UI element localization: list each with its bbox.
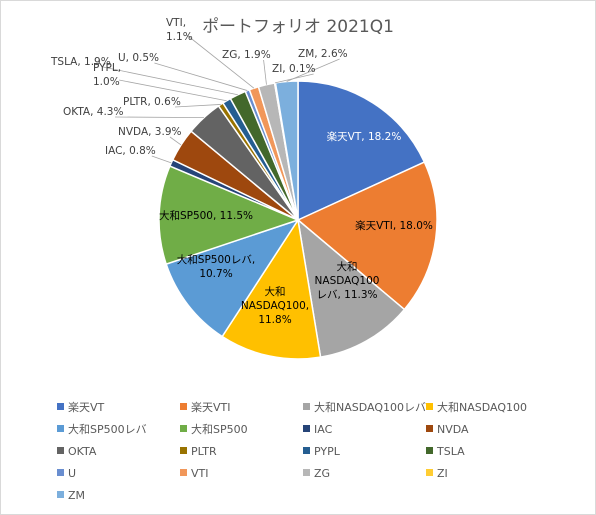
legend-label: 楽天VTI bbox=[191, 401, 231, 414]
legend-item: PYPL bbox=[303, 445, 340, 459]
data-label: TSLA, 1.9% bbox=[50, 56, 111, 68]
legend-item: 大和SP500レバ bbox=[57, 423, 147, 437]
legend-swatch bbox=[303, 469, 310, 476]
data-label: 大和SP500, 11.5% bbox=[159, 209, 253, 222]
legend-label: 大和NASDAQ100 bbox=[437, 401, 527, 414]
pie-slice bbox=[296, 218, 406, 359]
legend-item: NVDA bbox=[426, 423, 469, 437]
legend-label: OKTA bbox=[68, 445, 97, 458]
legend-label: U bbox=[68, 467, 77, 480]
pie-slice bbox=[165, 218, 300, 338]
legend-label: ZG bbox=[314, 467, 331, 480]
leader-line bbox=[154, 62, 248, 91]
data-label: 大和 NASDAQ100 レバ, 11.3% bbox=[315, 260, 380, 301]
leader-lines bbox=[102, 34, 340, 164]
leader-line bbox=[114, 116, 204, 119]
legend-label: 大和SP500レバ bbox=[68, 423, 147, 436]
legend-item: PLTR bbox=[180, 445, 217, 459]
data-label: ZI, 0.1% bbox=[272, 63, 316, 75]
chart-title: ポートフォリオ 2021Q1 bbox=[202, 17, 394, 37]
legend-label: NVDA bbox=[437, 423, 469, 436]
leader-line bbox=[186, 34, 255, 89]
legend-item: ZM bbox=[57, 489, 85, 503]
data-label: ZM, 2.6% bbox=[298, 48, 348, 60]
data-label: ZG, 1.9% bbox=[222, 49, 271, 61]
legend-item: ZG bbox=[303, 467, 330, 481]
legend-swatch bbox=[426, 447, 433, 454]
legend-item: U bbox=[57, 467, 76, 481]
legend-swatch bbox=[303, 403, 310, 410]
legend-label: PLTR bbox=[191, 445, 217, 458]
pie-slice bbox=[221, 217, 322, 360]
leader-line bbox=[151, 155, 172, 164]
legend-item: 大和NASDAQ100 bbox=[426, 401, 527, 415]
legend-swatch bbox=[426, 425, 433, 432]
legend-item: ZI bbox=[426, 467, 448, 481]
data-label: 楽天VTI, 18.0% bbox=[355, 219, 433, 232]
leader-line bbox=[174, 104, 221, 108]
pie-slice bbox=[158, 165, 301, 266]
legend-swatch bbox=[180, 425, 187, 432]
legend-label: PYPL bbox=[314, 445, 340, 458]
legend-swatch bbox=[180, 469, 187, 476]
legend-label: 楽天VT bbox=[68, 401, 105, 414]
legend-item: 楽天VTI bbox=[180, 401, 231, 415]
data-label: PYPL, 1.0% bbox=[93, 62, 121, 88]
data-label: PLTR, 0.6% bbox=[123, 96, 181, 108]
legend-swatch bbox=[57, 403, 64, 410]
leader-line bbox=[118, 79, 227, 102]
legend-swatch bbox=[180, 447, 187, 454]
data-label: NVDA, 3.9% bbox=[118, 126, 181, 138]
legend-label: 大和SP500 bbox=[191, 423, 248, 436]
legend-label: IAC bbox=[314, 423, 333, 436]
legend-item: TSLA bbox=[426, 445, 465, 459]
legend-label: ZI bbox=[437, 467, 448, 480]
legend-item: 大和NASDAQ100レバ bbox=[303, 401, 426, 415]
leader-line bbox=[286, 58, 340, 82]
legend-item: 大和SP500 bbox=[180, 423, 248, 437]
legend-swatch bbox=[180, 403, 187, 410]
pie-slice bbox=[297, 80, 426, 222]
legend-item: IAC bbox=[303, 423, 332, 437]
leader-line bbox=[169, 136, 182, 146]
legend-label: TSLA bbox=[437, 445, 465, 458]
data-labels: 楽天VT, 18.2% 楽天VTI, 18.0% 大和 NASDAQ100 レバ, 11… bbox=[50, 17, 433, 326]
legend-label: ZM bbox=[68, 489, 86, 502]
pie-slices bbox=[158, 80, 438, 360]
legend-swatch bbox=[426, 403, 433, 410]
pie-slice bbox=[296, 161, 438, 311]
legend-swatch bbox=[57, 447, 64, 454]
data-label: U, 0.5% bbox=[118, 52, 159, 64]
data-label: VTI, 1.1% bbox=[166, 17, 193, 43]
leader-line bbox=[102, 66, 238, 96]
legend-item: 楽天VT bbox=[57, 401, 104, 415]
legend-swatch bbox=[303, 425, 310, 432]
legend-label: VTI bbox=[191, 467, 209, 480]
legend-swatch bbox=[57, 425, 64, 432]
data-label: 楽天VT, 18.2% bbox=[327, 130, 402, 143]
legend-item: OKTA bbox=[57, 445, 96, 459]
leader-line bbox=[263, 59, 267, 85]
legend-item: VTI bbox=[180, 467, 209, 481]
data-label: OKTA, 4.3% bbox=[63, 106, 123, 118]
legend-swatch bbox=[303, 447, 310, 454]
data-label: 大和SP500レバ, 10.7% bbox=[177, 253, 255, 280]
legend-swatch bbox=[426, 469, 433, 476]
legend-label: 大和NASDAQ100レバ bbox=[314, 401, 426, 414]
data-label: IAC, 0.8% bbox=[105, 145, 156, 157]
legend-swatch bbox=[57, 469, 64, 476]
data-label: 大和 NASDAQ100, 11.8% bbox=[241, 285, 309, 326]
legend-swatch bbox=[57, 491, 64, 498]
